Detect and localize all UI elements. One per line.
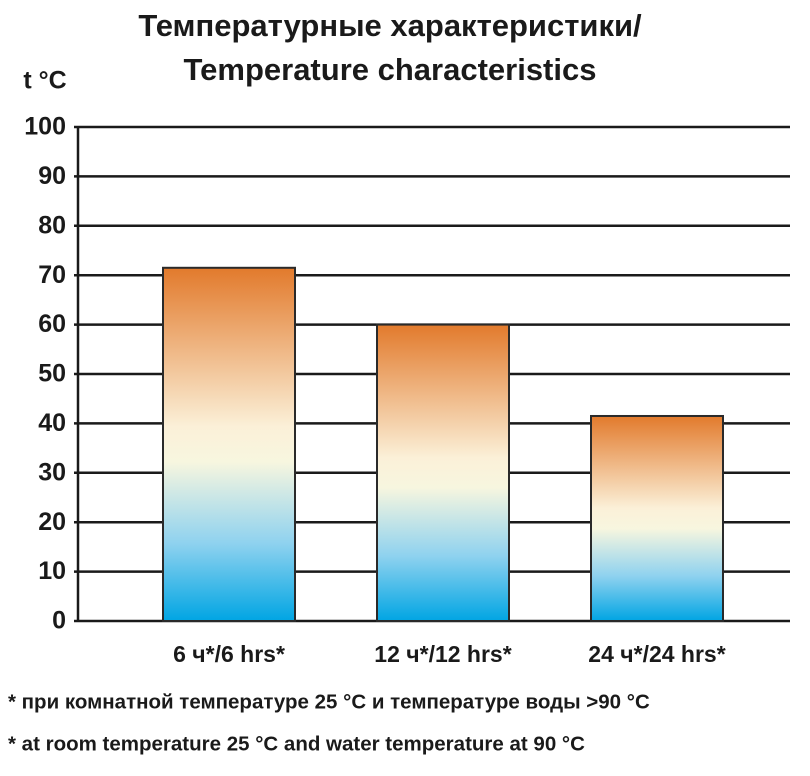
- x-tick-label: 6 ч*/6 hrs*: [173, 641, 285, 667]
- bar: [162, 266, 296, 622]
- y-tick-label: 100: [24, 113, 66, 141]
- y-tick-label: 90: [38, 162, 66, 190]
- y-tick-label: 40: [38, 409, 66, 437]
- y-tick-label: 60: [38, 310, 66, 338]
- x-tick-label: 12 ч*/12 hrs*: [374, 641, 511, 667]
- y-tick-label: 0: [52, 607, 66, 635]
- bar: [590, 414, 724, 622]
- footnote: * at room temperature 25 °C and water te…: [8, 732, 585, 755]
- y-tick-label: 70: [38, 261, 66, 289]
- bar: [376, 323, 510, 622]
- y-tick-label: 20: [38, 508, 66, 536]
- y-axis-label: t °C: [23, 67, 66, 95]
- y-tick-label: 10: [38, 557, 66, 585]
- chart-title: Temperature characteristics: [184, 52, 597, 87]
- x-tick-label: 24 ч*/24 hrs*: [588, 641, 725, 667]
- chart-title: Температурные характеристики/: [138, 8, 642, 43]
- y-tick-label: 50: [38, 360, 66, 388]
- y-tick-label: 80: [38, 211, 66, 239]
- y-tick-label: 30: [38, 458, 66, 486]
- footnote: * при комнатной температуре 25 °C и темп…: [8, 690, 650, 713]
